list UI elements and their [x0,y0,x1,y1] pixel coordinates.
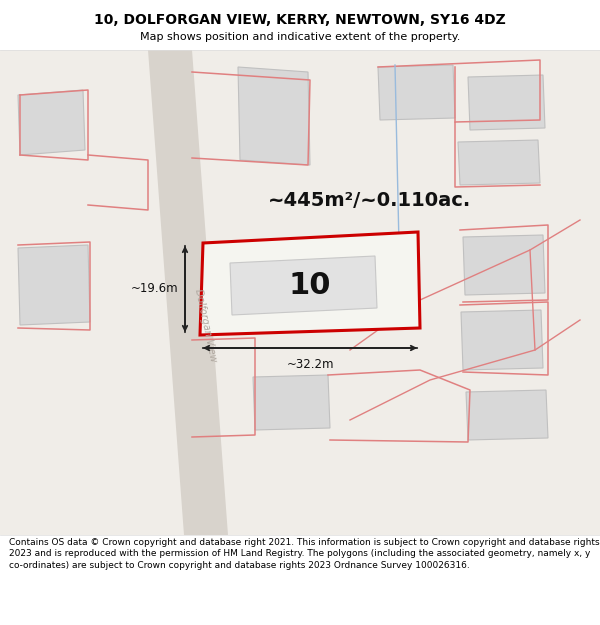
Text: ~445m²/~0.110ac.: ~445m²/~0.110ac. [268,191,472,209]
Polygon shape [253,375,330,430]
Polygon shape [466,390,548,440]
Text: ~19.6m: ~19.6m [130,282,178,296]
Polygon shape [18,245,90,325]
Text: 10: 10 [289,271,331,299]
Text: Dolforgan View: Dolforgan View [193,288,218,362]
Text: Map shows position and indicative extent of the property.: Map shows position and indicative extent… [140,32,460,43]
Polygon shape [468,75,545,130]
Polygon shape [230,256,377,315]
Polygon shape [18,90,85,155]
Text: 10, DOLFORGAN VIEW, KERRY, NEWTOWN, SY16 4DZ: 10, DOLFORGAN VIEW, KERRY, NEWTOWN, SY16… [94,12,506,26]
Text: ~32.2m: ~32.2m [286,358,334,371]
Polygon shape [458,140,540,185]
Polygon shape [463,235,545,295]
Polygon shape [148,50,228,535]
Polygon shape [200,232,420,335]
Text: Contains OS data © Crown copyright and database right 2021. This information is : Contains OS data © Crown copyright and d… [9,538,599,570]
Polygon shape [461,310,543,370]
Polygon shape [238,67,310,165]
Polygon shape [378,65,455,120]
